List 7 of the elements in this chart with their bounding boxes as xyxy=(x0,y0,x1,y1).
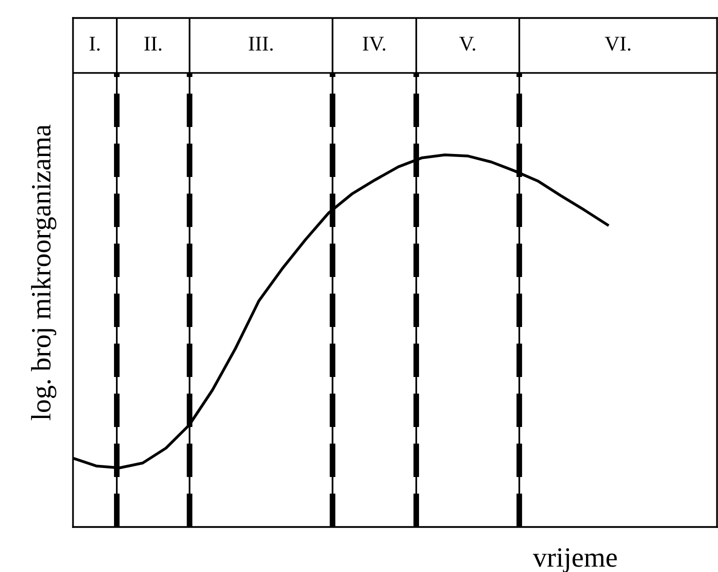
text: IV. xyxy=(362,36,386,51)
text: VI. xyxy=(604,36,630,51)
text: V. xyxy=(459,36,476,51)
y-axis-title: log. broj mikroorganizama xyxy=(31,124,56,420)
text: I. xyxy=(90,36,100,51)
text: II. xyxy=(144,36,162,51)
text: III. xyxy=(248,36,273,51)
